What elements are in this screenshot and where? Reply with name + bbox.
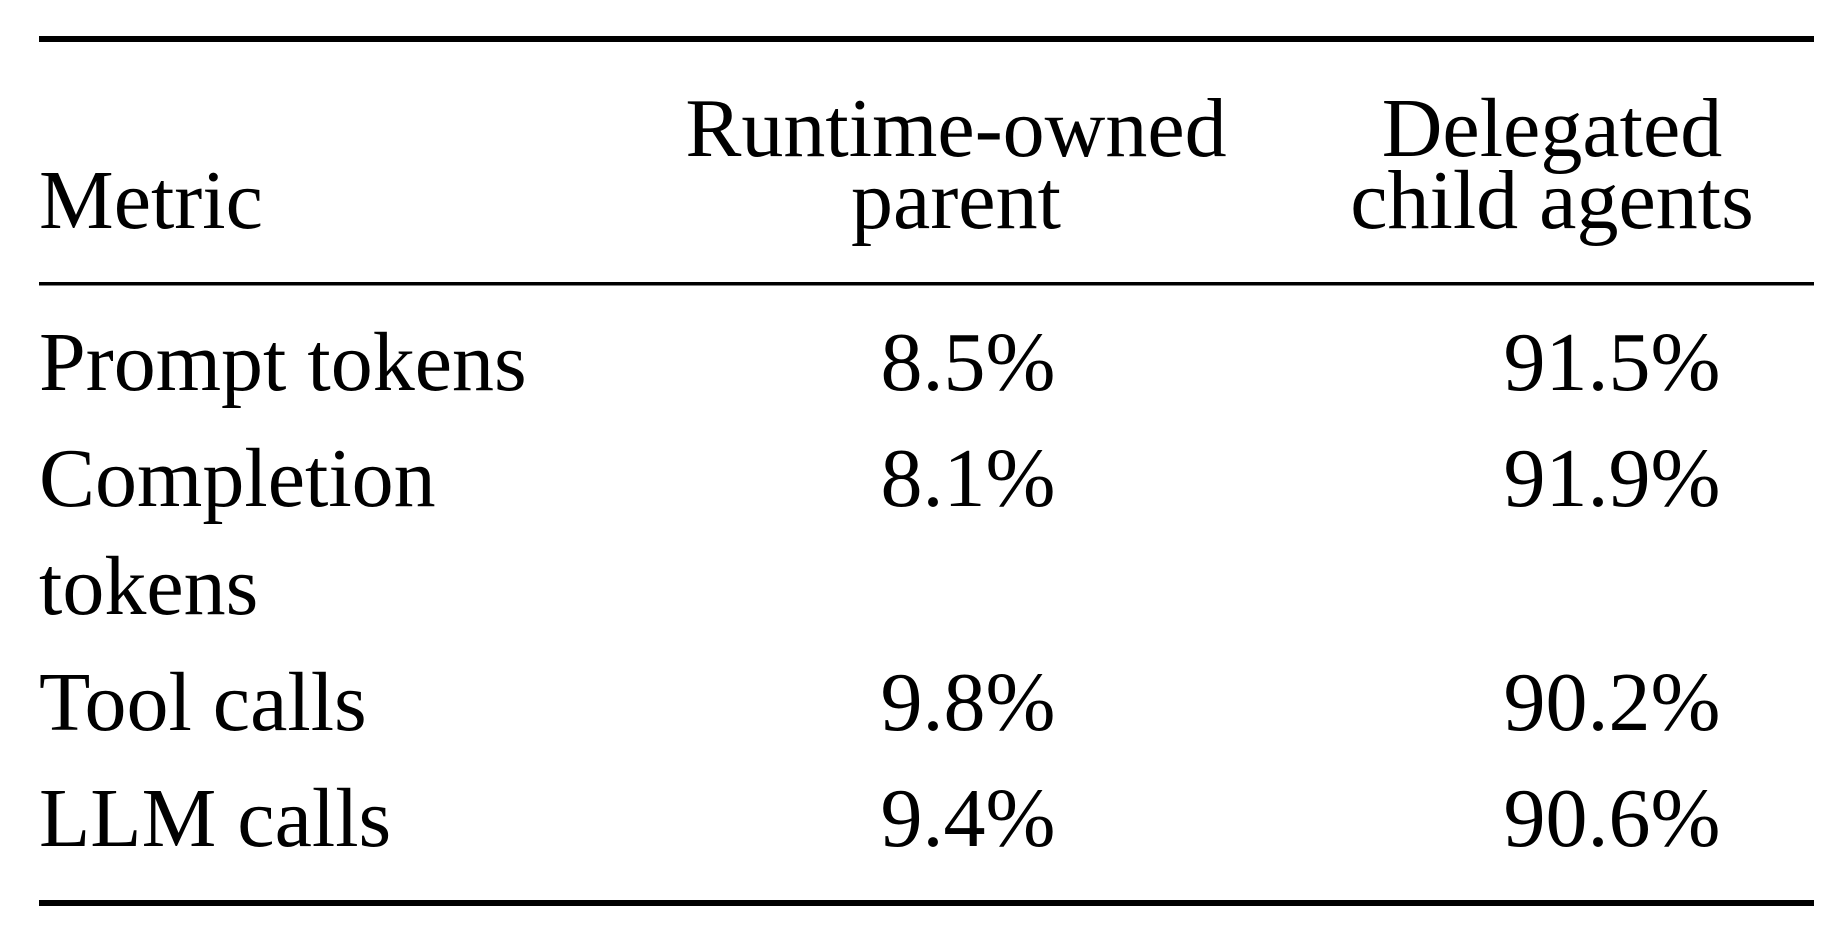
value-cell: 91.9% [1504,432,1721,525]
header-cell: Runtime-owned [685,82,1226,175]
value-cell: 9.4% [881,772,1056,865]
value-cell: 90.6% [1504,772,1721,865]
value-cell: 90.2% [1504,656,1721,749]
value-cell: 8.5% [881,316,1056,409]
bottom-rule [39,900,1814,906]
header-cell: child agents [1350,154,1754,247]
value-cell: 9.8% [881,656,1056,749]
row-label: Completion [39,432,436,525]
header-cell: Delegated [1382,82,1722,175]
row-label: LLM calls [39,772,391,865]
header-cell: Metric [39,154,263,247]
mid-rule [39,282,1814,286]
row-label: Tool calls [39,656,367,749]
value-cell: 8.1% [881,432,1056,525]
header-cell: parent [851,154,1061,247]
row-label: tokens [39,540,258,633]
row-label: Prompt tokens [39,316,527,409]
top-rule [39,36,1814,42]
value-cell: 91.5% [1504,316,1721,409]
